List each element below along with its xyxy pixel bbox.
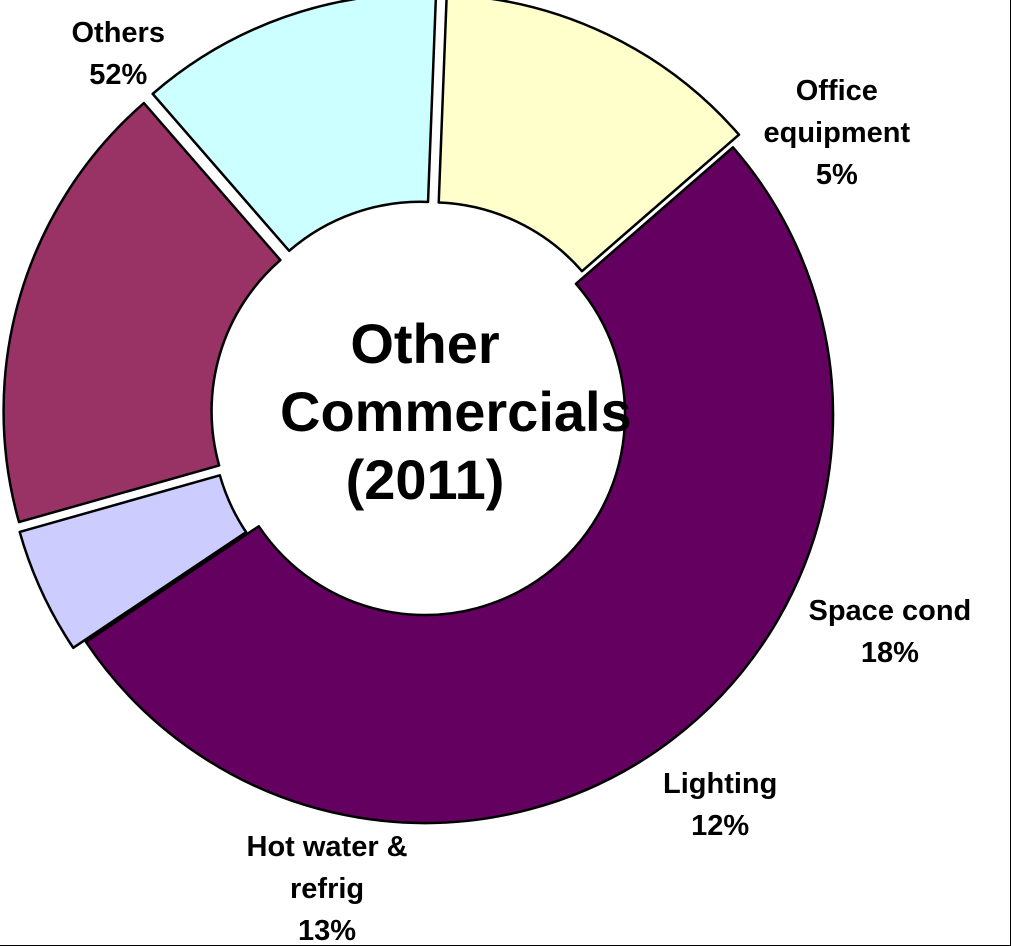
slice-others [84, 146, 835, 825]
slice-label: Lighting 12% [663, 763, 777, 847]
chart-title: Other Commercials (2011) [280, 310, 632, 514]
chart-title-line: (2011) [345, 448, 505, 511]
slice-label: Others 52% [72, 12, 165, 96]
slice-label-name: Lighting [663, 768, 778, 800]
donut-hole [226, 216, 624, 614]
slice-office-equipment [18, 474, 248, 650]
slice-label-name: Others [71, 17, 165, 49]
slice-label-value: 52% [89, 59, 148, 91]
chart-title-line: Other [350, 312, 500, 375]
slice-hot-water-refrig [437, 0, 741, 273]
slice-label: Space cond 18% [809, 590, 972, 674]
slice-label: Hot water & refrig 13% [246, 826, 408, 946]
slice-label-name: refrig [290, 873, 365, 905]
slice-space-cond [2, 101, 282, 524]
slice-label-value: 18% [860, 637, 919, 669]
slice-label-name: Office [795, 75, 878, 107]
slice-lighting [151, 0, 438, 253]
slice-label-value: 13% [298, 915, 357, 946]
chart-title-line: Commercials [280, 380, 632, 443]
slice-label-name: Space cond [808, 595, 972, 627]
slice-label-name: equipment [763, 117, 911, 149]
slice-label: Office equipment 5% [764, 70, 911, 196]
slice-label-value: 12% [691, 810, 750, 842]
slice-label-value: 5% [815, 159, 858, 191]
slice-label-name: Hot water & [246, 831, 408, 863]
